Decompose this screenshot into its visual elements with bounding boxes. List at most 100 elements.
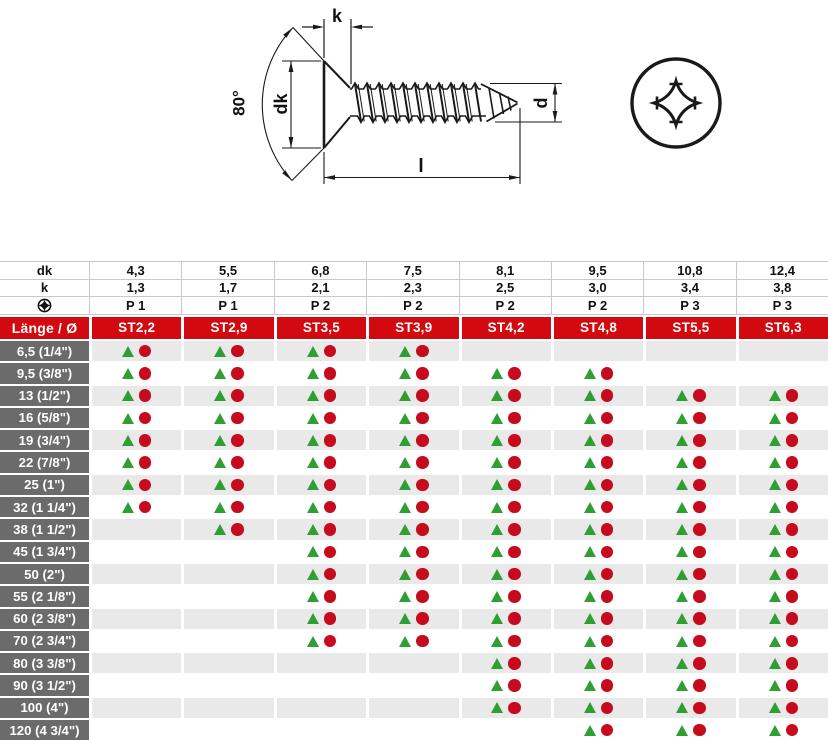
circle-marker — [693, 545, 706, 559]
dim-d — [490, 82, 562, 123]
availability-cell — [461, 385, 551, 406]
table-row: 22 (7/8") — [0, 452, 828, 473]
triangle-marker — [676, 501, 689, 513]
table-row: 45 (1 3/4") — [0, 541, 828, 562]
row-label: 45 (1 3/4") — [0, 541, 89, 562]
circle-marker — [785, 434, 799, 447]
circle-marker — [138, 434, 152, 447]
circle-marker — [138, 478, 152, 492]
dim-label-l: l — [418, 156, 423, 177]
availability-cell — [461, 519, 551, 540]
circle-marker — [416, 590, 429, 603]
availability-cell — [184, 675, 274, 696]
circle-marker — [693, 567, 706, 581]
triangle-marker — [214, 524, 227, 536]
circle-marker — [600, 367, 614, 380]
availability-cell — [461, 430, 551, 451]
circle-marker — [600, 545, 614, 559]
dim-k — [302, 19, 373, 84]
triangle-marker — [583, 635, 596, 647]
triangle-marker — [214, 457, 227, 469]
circle-marker — [231, 434, 244, 447]
circle-marker — [600, 634, 614, 648]
availability-cell — [369, 385, 459, 406]
availability-cell — [276, 497, 367, 518]
availability-cell — [184, 563, 274, 585]
triangle-marker — [768, 412, 781, 424]
row-label: 13 (1/2") — [0, 385, 89, 406]
availability-cell — [92, 519, 182, 540]
availability-cell — [184, 407, 274, 429]
availability-cell — [276, 563, 367, 585]
triangle-marker — [768, 657, 781, 669]
availability-cell — [92, 720, 182, 741]
triangle-marker — [583, 724, 596, 736]
triangle-marker — [399, 434, 412, 446]
dim-dk — [282, 60, 321, 149]
triangle-marker — [121, 367, 134, 379]
triangle-marker — [214, 412, 227, 424]
availability-cell — [738, 519, 828, 540]
availability-cell — [553, 407, 644, 429]
availability-cell — [276, 363, 367, 384]
spec-value: 2,3 — [366, 279, 458, 296]
circle-marker — [693, 523, 706, 536]
row-label: 9,5 (3/8") — [0, 363, 89, 384]
availability-cell — [369, 586, 459, 607]
triangle-marker — [768, 590, 781, 602]
availability-cell — [646, 563, 736, 585]
triangle-marker — [768, 457, 781, 469]
circle-marker — [508, 679, 521, 692]
availability-cell — [738, 608, 828, 629]
circle-marker — [231, 456, 244, 469]
triangle-marker — [399, 501, 412, 513]
availability-cell — [646, 720, 736, 741]
circle-marker — [693, 500, 706, 514]
triangle-marker — [768, 434, 781, 446]
availability-cell — [738, 653, 828, 674]
circle-marker — [600, 657, 614, 670]
screw-thread — [350, 81, 518, 125]
availability-cell — [646, 653, 736, 674]
table-header-row: Länge / Ø ST2,2 ST2,9 ST3,5 ST3,9 ST4,2 ST4,8 S… — [0, 316, 828, 339]
triangle-marker — [583, 457, 596, 469]
triangle-marker — [768, 479, 781, 491]
dim-label-k: k — [332, 6, 343, 26]
circle-marker — [231, 367, 244, 380]
spec-row-label-phillips — [0, 297, 89, 314]
circle-marker — [323, 523, 337, 536]
circle-marker — [693, 456, 706, 469]
circle-marker — [323, 389, 337, 402]
triangle-marker — [306, 524, 319, 536]
column-header: ST6,3 — [738, 316, 828, 339]
availability-cell — [92, 497, 182, 518]
phillips-head-view — [630, 57, 722, 149]
circle-marker — [323, 367, 337, 380]
screw-head — [291, 27, 351, 181]
circle-marker — [693, 478, 706, 492]
triangle-marker — [306, 590, 319, 602]
triangle-marker — [583, 434, 596, 446]
triangle-marker — [399, 479, 412, 491]
availability-cell — [738, 541, 828, 562]
table-row: 9,5 (3/8") — [0, 363, 828, 384]
triangle-marker — [491, 434, 504, 446]
triangle-marker — [583, 568, 596, 580]
triangle-marker — [583, 590, 596, 602]
availability-cell — [461, 363, 551, 384]
column-header: ST4,2 — [461, 316, 551, 339]
row-label: 55 (2 1/8") — [0, 586, 89, 607]
circle-marker — [785, 389, 799, 402]
spec-value: 6,8 — [273, 262, 366, 279]
circle-marker — [600, 523, 614, 536]
triangle-marker — [583, 479, 596, 491]
triangle-marker — [306, 501, 319, 513]
availability-cell — [553, 452, 644, 473]
availability-cell — [369, 697, 459, 719]
circle-marker — [416, 367, 429, 380]
availability-cell — [92, 586, 182, 607]
circle-marker — [508, 701, 521, 715]
row-label: 50 (2") — [0, 563, 89, 585]
availability-cell — [461, 697, 551, 719]
triangle-marker — [491, 479, 504, 491]
